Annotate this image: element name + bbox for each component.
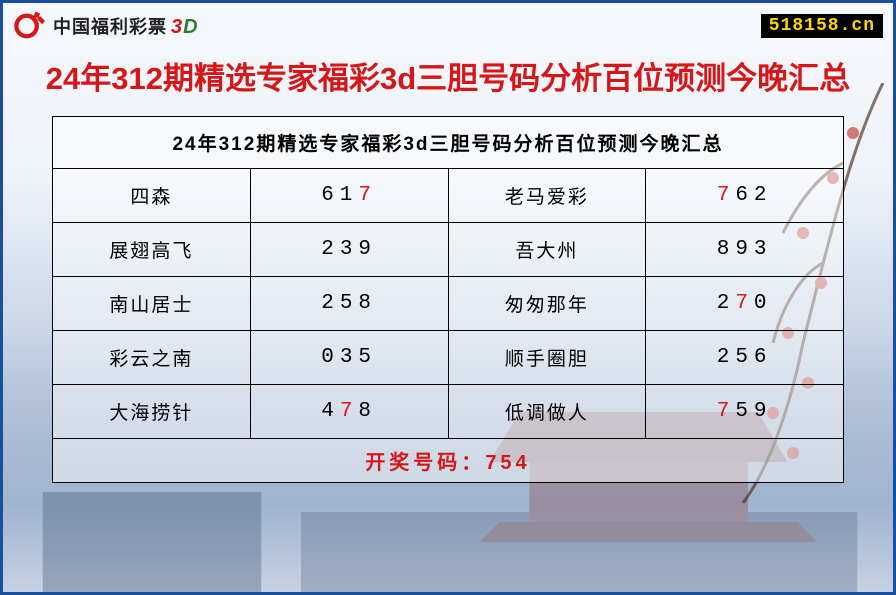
expert-name: 四森	[53, 169, 251, 223]
page-title-text: 24年312期精选专家福彩3d三胆号码分析百位预测今晚汇总	[13, 53, 883, 98]
prediction-table: 24年312期精选专家福彩3d三胆号码分析百位预测今晚汇总 四森617老马爱彩7…	[52, 116, 844, 483]
site-badge: 518158.cn	[761, 14, 883, 38]
page-title: 24年312期精选专家福彩3d三胆号码分析百位预测今晚汇总	[3, 45, 893, 116]
expert-numbers: 258	[250, 277, 448, 331]
expert-name: 彩云之南	[53, 331, 251, 385]
table-row: 大海捞针478低调做人759	[53, 385, 844, 439]
lottery-logo-icon	[13, 9, 47, 43]
expert-name: 大海捞针	[53, 385, 251, 439]
expert-name: 吾大州	[448, 223, 646, 277]
expert-name: 展翅高飞	[53, 223, 251, 277]
top-bar: 中国福利彩票 3D 518158.cn	[3, 3, 893, 45]
expert-name: 顺手圈胆	[448, 331, 646, 385]
logo-suffix-3: 3	[171, 16, 183, 38]
logo-suffix-d: D	[183, 16, 198, 38]
table-row: 南山居士258匆匆那年270	[53, 277, 844, 331]
expert-name: 南山居士	[53, 277, 251, 331]
expert-numbers: 270	[646, 277, 844, 331]
expert-name: 匆匆那年	[448, 277, 646, 331]
table-footer: 开奖号码：754	[53, 439, 844, 483]
expert-numbers: 478	[250, 385, 448, 439]
expert-numbers: 035	[250, 331, 448, 385]
footer-value: 754	[485, 452, 530, 474]
expert-name: 老马爱彩	[448, 169, 646, 223]
logo-name: 中国福利彩票	[53, 13, 167, 39]
expert-numbers: 762	[646, 169, 844, 223]
expert-numbers: 759	[646, 385, 844, 439]
expert-numbers: 617	[250, 169, 448, 223]
expert-name: 低调做人	[448, 385, 646, 439]
expert-numbers: 256	[646, 331, 844, 385]
table-row: 四森617老马爱彩762	[53, 169, 844, 223]
expert-numbers: 893	[646, 223, 844, 277]
table-caption: 24年312期精选专家福彩3d三胆号码分析百位预测今晚汇总	[53, 117, 844, 169]
footer-label: 开奖号码：	[365, 452, 485, 474]
table-row: 展翅高飞239吾大州893	[53, 223, 844, 277]
logo: 中国福利彩票 3D	[13, 9, 199, 43]
expert-numbers: 239	[250, 223, 448, 277]
table-row: 彩云之南035顺手圈胆256	[53, 331, 844, 385]
prediction-table-wrap: 24年312期精选专家福彩3d三胆号码分析百位预测今晚汇总 四森617老马爱彩7…	[52, 116, 844, 483]
